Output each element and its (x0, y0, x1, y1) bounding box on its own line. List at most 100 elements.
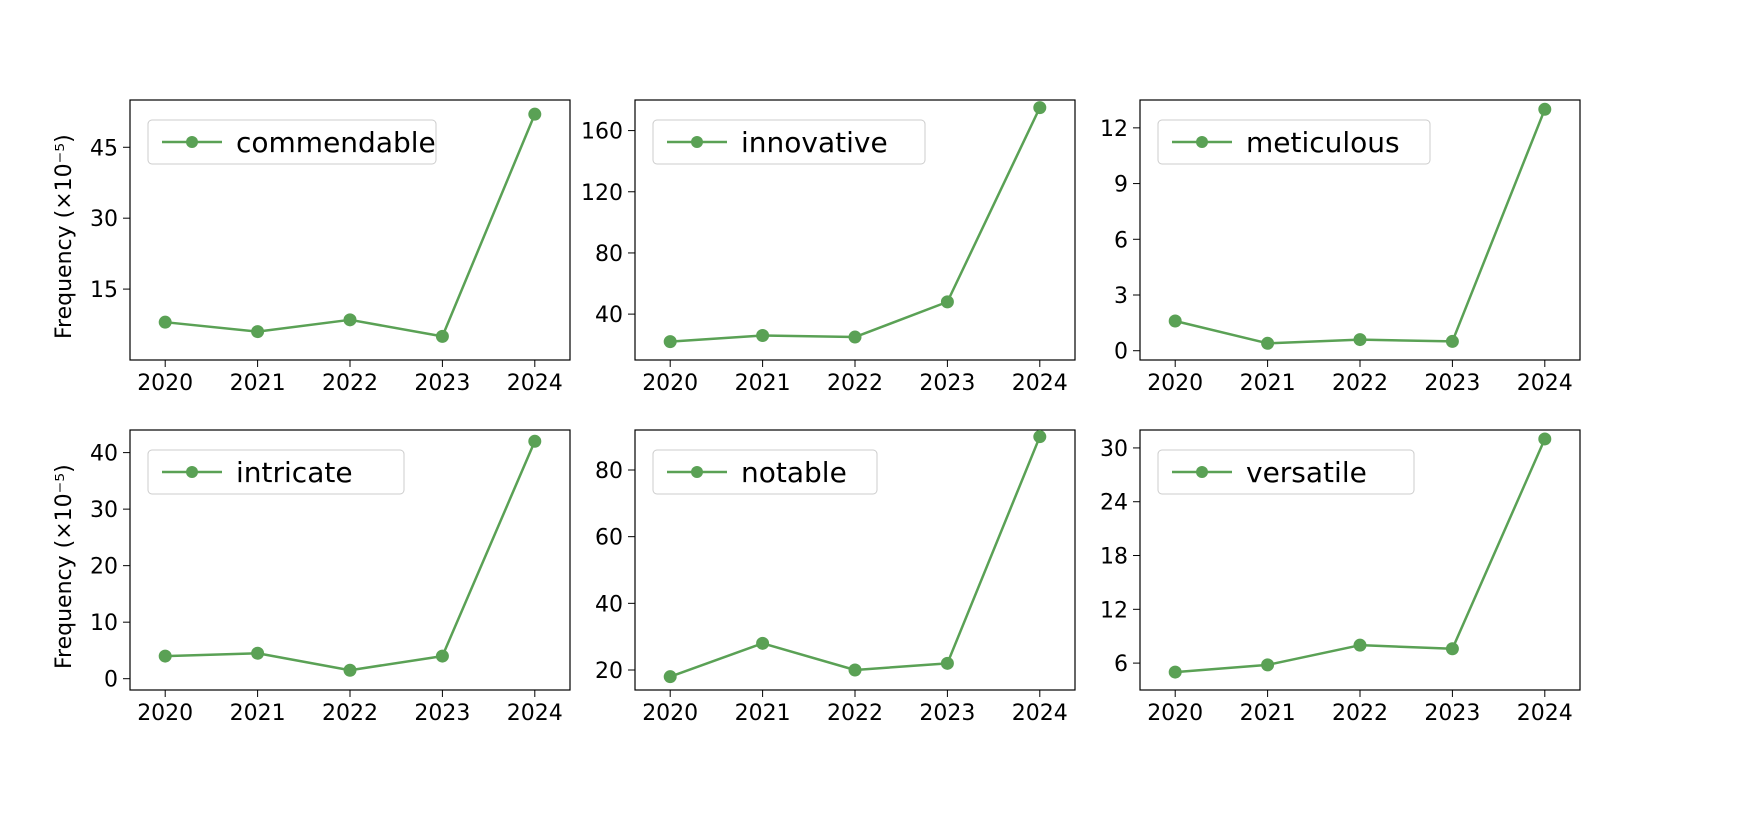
x-tick-label: 2024 (1517, 701, 1573, 726)
legend-label: versatile (1246, 456, 1367, 489)
series-marker (849, 331, 861, 343)
x-tick-label: 2023 (414, 701, 470, 726)
series-marker (344, 314, 356, 326)
legend-label: meticulous (1246, 126, 1400, 159)
y-axis-label: Frequency (×10⁻⁵) (52, 465, 77, 670)
series-marker (1354, 639, 1366, 651)
y-tick-label: 12 (1100, 598, 1128, 623)
y-tick-label: 80 (595, 459, 623, 484)
series-marker (757, 330, 769, 342)
series-marker (941, 296, 953, 308)
y-tick-label: 40 (595, 303, 623, 328)
series-marker (757, 637, 769, 649)
series-marker (849, 664, 861, 676)
x-tick-label: 2020 (137, 371, 193, 396)
series-marker (1539, 433, 1551, 445)
x-tick-label: 2020 (1147, 701, 1203, 726)
y-tick-label: 0 (1114, 340, 1128, 365)
series-marker (1446, 335, 1458, 347)
series-marker (159, 316, 171, 328)
series-marker (1354, 334, 1366, 346)
y-tick-label: 40 (595, 592, 623, 617)
legend: commendable (148, 120, 436, 164)
x-tick-label: 2022 (827, 371, 883, 396)
y-tick-label: 160 (581, 120, 623, 145)
y-tick-label: 18 (1100, 545, 1128, 570)
y-tick-label: 3 (1114, 284, 1128, 309)
x-tick-label: 2020 (1147, 371, 1203, 396)
x-tick-label: 2020 (642, 701, 698, 726)
y-tick-label: 30 (1100, 437, 1128, 462)
legend: innovative (653, 120, 925, 164)
series-marker (529, 108, 541, 120)
series-marker (159, 650, 171, 662)
series-marker (252, 647, 264, 659)
legend: notable (653, 450, 877, 494)
chart-panel-meticulous: 03691220202021202220232024meticulous (1060, 90, 1610, 410)
y-tick-label: 6 (1114, 228, 1128, 253)
x-tick-label: 2022 (322, 371, 378, 396)
x-tick-label: 2021 (230, 701, 286, 726)
x-tick-label: 2021 (735, 371, 791, 396)
chart-figure: 15304520202021202220232024commendableFre… (0, 0, 1752, 814)
series-marker (664, 336, 676, 348)
y-tick-label: 45 (90, 136, 118, 161)
chart-panel-intricate: 01020304020202021202220232024intricate (50, 420, 600, 740)
chart-panel-notable: 2040608020202021202220232024notable (555, 420, 1105, 740)
series-marker (436, 330, 448, 342)
x-tick-label: 2020 (137, 701, 193, 726)
y-tick-label: 15 (90, 278, 118, 303)
series-marker (252, 326, 264, 338)
y-tick-label: 30 (90, 207, 118, 232)
y-tick-label: 20 (90, 555, 118, 580)
series-marker (664, 671, 676, 683)
x-tick-label: 2022 (322, 701, 378, 726)
y-tick-label: 24 (1100, 491, 1128, 516)
series-marker (941, 657, 953, 669)
y-tick-label: 30 (90, 498, 118, 523)
chart-panel-versatile: 6 12 18 24 30 2020 2021 2022 2023 2024 versatile (1060, 420, 1610, 740)
y-tick-label: 12 (1100, 117, 1128, 142)
legend-label: notable (741, 456, 847, 489)
x-tick-label: 2022 (1332, 371, 1388, 396)
series-marker (344, 664, 356, 676)
legend-label: innovative (741, 126, 888, 159)
x-tick-label: 2023 (919, 371, 975, 396)
x-tick-label: 2023 (919, 701, 975, 726)
x-tick-label: 2022 (1332, 701, 1388, 726)
series-marker (1446, 643, 1458, 655)
legend: meticulous (1158, 120, 1430, 164)
series-marker (1262, 659, 1274, 671)
series-marker (1539, 103, 1551, 115)
y-axis-label: Frequency (×10⁻⁵) (52, 135, 77, 340)
x-tick-label: 2021 (1240, 701, 1296, 726)
y-tick-label: 20 (595, 659, 623, 684)
y-tick-label: 0 (104, 668, 118, 693)
series-marker (1169, 315, 1181, 327)
y-tick-label: 6 (1114, 652, 1128, 677)
y-tick-label: 80 (595, 242, 623, 267)
x-tick-label: 2021 (1240, 371, 1296, 396)
x-tick-label: 2021 (230, 371, 286, 396)
chart-panel-innovative: 408012016020202021202220232024innovative (555, 90, 1105, 410)
series-marker (1262, 337, 1274, 349)
x-tick-label: 2022 (827, 701, 883, 726)
legend: versatile (1158, 450, 1414, 494)
x-tick-label: 2021 (735, 701, 791, 726)
y-tick-label: 40 (90, 442, 118, 467)
y-tick-label: 9 (1114, 173, 1128, 198)
series-marker (1034, 431, 1046, 443)
x-tick-label: 2023 (1424, 371, 1480, 396)
y-tick-label: 10 (90, 611, 118, 636)
x-tick-label: 2023 (414, 371, 470, 396)
x-tick-label: 2020 (642, 371, 698, 396)
legend-label: intricate (236, 456, 353, 489)
series-marker (436, 650, 448, 662)
y-tick-label: 60 (595, 526, 623, 551)
series-marker (1034, 102, 1046, 114)
series-marker (1169, 666, 1181, 678)
chart-panel-commendable: 15304520202021202220232024commendable (50, 90, 600, 410)
x-tick-label: 2023 (1424, 701, 1480, 726)
legend-label: commendable (236, 126, 436, 159)
legend: intricate (148, 450, 404, 494)
